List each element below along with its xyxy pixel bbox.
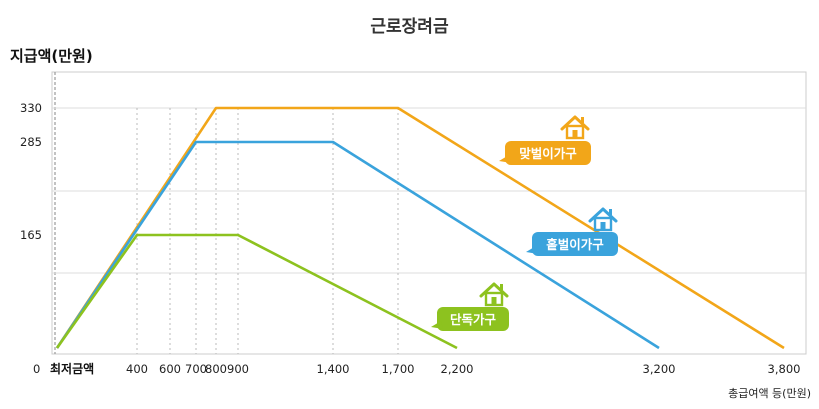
legend-badge-label: 홑벌이가구 bbox=[546, 237, 604, 252]
house-icon bbox=[479, 282, 509, 307]
chart-title: 근로장려금 bbox=[370, 17, 449, 37]
x-axis-title: 총급여액 등(만원) bbox=[728, 387, 811, 400]
x-tick-label: 3,800 bbox=[768, 362, 801, 376]
legend-badge-pointer bbox=[526, 246, 538, 254]
x-tick-label: 400 bbox=[126, 362, 148, 376]
x-tick-label: 600 bbox=[159, 362, 181, 376]
series-line bbox=[55, 233, 458, 350]
x-tick-label: 3,200 bbox=[643, 362, 676, 376]
x-tick-label: 700 bbox=[185, 362, 207, 376]
y-tick-label: 0 bbox=[33, 362, 40, 376]
legend-badge-pointer bbox=[431, 321, 443, 329]
x-tick-label: 800 bbox=[205, 362, 227, 376]
legend-badge-label: 단독가구 bbox=[450, 312, 497, 327]
x-tick-label: 2,200 bbox=[441, 362, 474, 376]
series-line bbox=[55, 106, 785, 350]
x-tick-label: 1,700 bbox=[382, 362, 415, 376]
legend-badge-bg bbox=[532, 232, 618, 256]
y-axis-title: 지급액(만원) bbox=[10, 47, 93, 65]
series-line bbox=[55, 140, 660, 350]
legend-badge: 홑벌이가구 bbox=[526, 232, 618, 256]
plot-area-frame bbox=[51, 71, 807, 355]
legend-badge-pointer bbox=[499, 155, 511, 163]
legend-badge: 맞벌이가구 bbox=[499, 141, 591, 165]
house-icon bbox=[588, 207, 618, 232]
y-tick-label: 285 bbox=[20, 135, 42, 149]
legend-badge-bg bbox=[505, 141, 591, 165]
y-tick-label: 165 bbox=[20, 228, 42, 242]
x-tick-label: 1,400 bbox=[317, 362, 350, 376]
legend-badge: 단독가구 bbox=[431, 307, 509, 331]
legend-badge-bg bbox=[437, 307, 509, 331]
x-tick-label: 900 bbox=[227, 362, 249, 376]
y-tick-label: 330 bbox=[20, 101, 42, 115]
legend-badge-label: 맞벌이가구 bbox=[519, 146, 577, 161]
house-icon bbox=[560, 115, 590, 140]
min-wage-label: 최저금액 bbox=[50, 361, 94, 376]
